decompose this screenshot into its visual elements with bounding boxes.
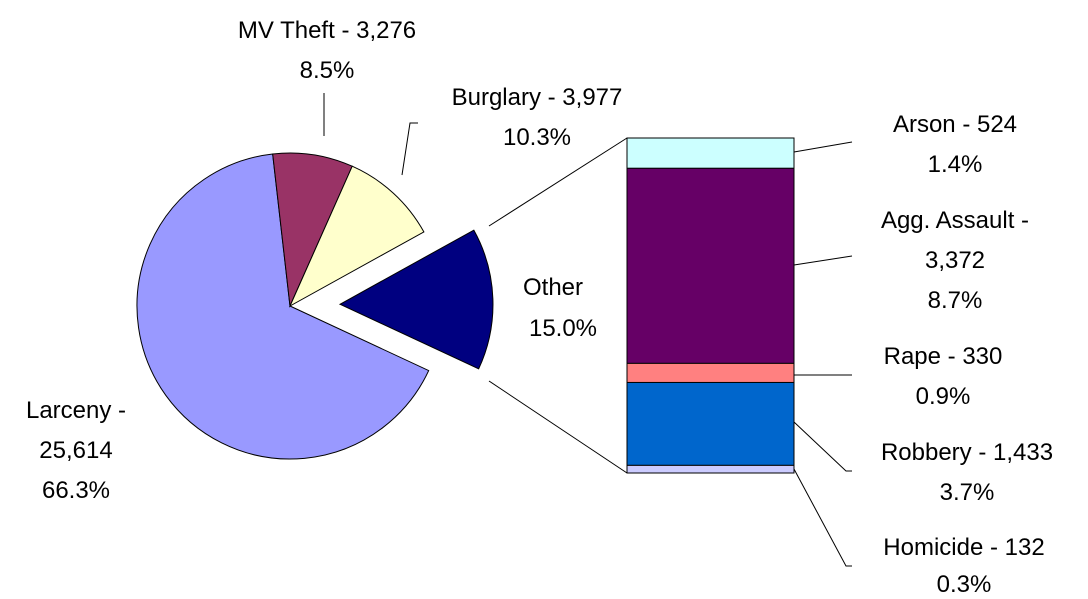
label-rape: Rape - 330 <box>884 343 1003 370</box>
percent-rape: 0.9% <box>916 383 971 410</box>
connector-line-bottom <box>488 380 628 474</box>
bar-segment-homicide <box>626 464 795 474</box>
bar-segment-rape <box>626 362 795 383</box>
percent-mv-theft: 8.5% <box>300 57 355 84</box>
label-homicide: Homicide - 132 <box>883 534 1044 561</box>
leader-lines <box>323 93 853 567</box>
percent-robbery: 3.7% <box>940 479 995 506</box>
pie-slice-other <box>338 229 494 370</box>
percent-larceny: 66.3% <box>42 477 110 504</box>
label-other: Other <box>523 274 583 301</box>
breakdown-bar <box>626 137 795 474</box>
bar-segment-robbery <box>626 381 795 466</box>
leader-homicide <box>793 468 852 567</box>
label-arson: Arson - 524 <box>893 111 1017 138</box>
label-larceny: Larceny - <box>26 397 126 424</box>
label-agg-assault: Agg. Assault - <box>881 207 1029 234</box>
percent-agg-assault: 8.7% <box>928 287 983 314</box>
pie-slice-larceny <box>136 153 430 460</box>
bar-segment-arson <box>626 137 795 169</box>
label-robbery: Robbery - 1,433 <box>881 439 1053 466</box>
percent-burglary: 10.3% <box>503 124 571 151</box>
leader-robbery <box>793 421 852 472</box>
value-larceny: 25,614 <box>39 437 112 464</box>
leader-agg-assault <box>793 255 853 266</box>
percent-other: 15.0% <box>529 315 597 342</box>
value-agg-assault: 3,372 <box>925 247 985 274</box>
leader-burglary <box>401 122 418 176</box>
pie <box>136 152 494 460</box>
bar-segment-agg-assault <box>626 167 795 364</box>
label-burglary: Burglary - 3,977 <box>452 84 623 111</box>
connector-line-top <box>488 137 628 227</box>
leader-arson <box>793 141 853 153</box>
percent-homicide: 0.3% <box>937 571 992 598</box>
label-mv-theft: MV Theft - 3,276 <box>238 17 416 44</box>
percent-arson: 1.4% <box>928 151 983 178</box>
pie-slice-burglary <box>288 165 425 308</box>
